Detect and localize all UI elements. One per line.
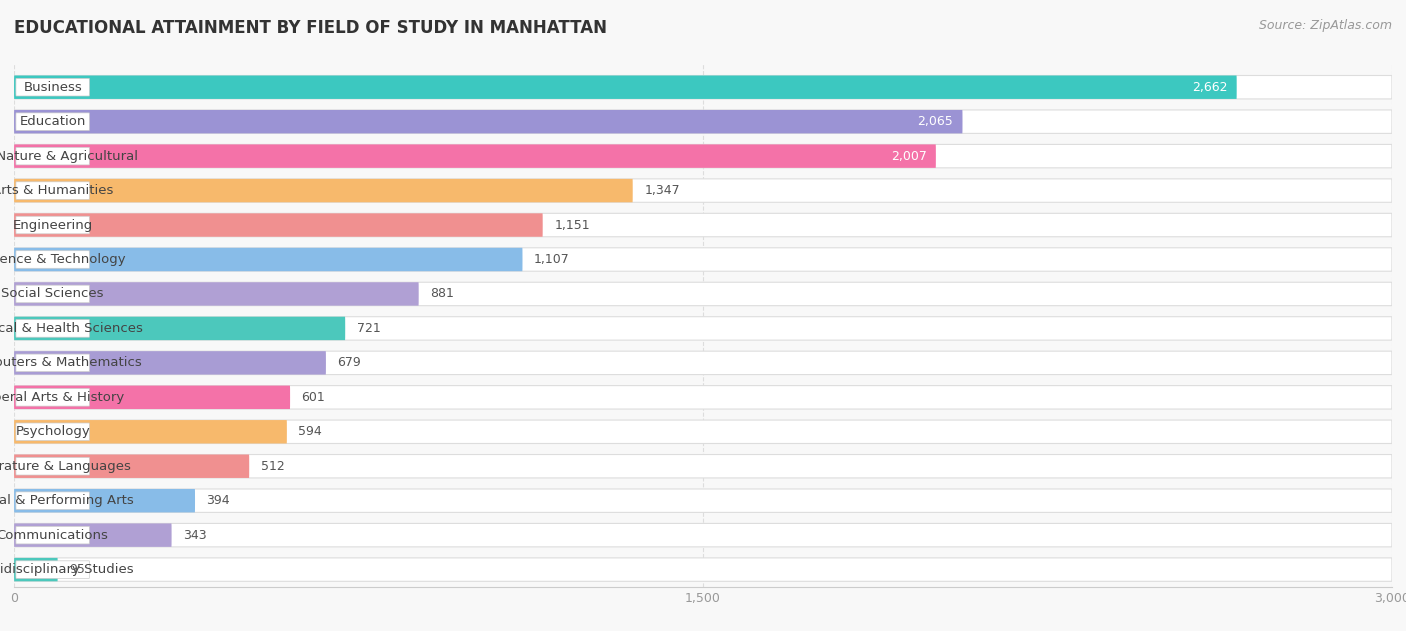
Text: 721: 721 bbox=[357, 322, 381, 335]
Text: Business: Business bbox=[24, 81, 82, 94]
FancyBboxPatch shape bbox=[15, 561, 90, 579]
FancyBboxPatch shape bbox=[14, 524, 1392, 547]
Text: Bio, Nature & Agricultural: Bio, Nature & Agricultural bbox=[0, 150, 138, 163]
FancyBboxPatch shape bbox=[14, 317, 1392, 340]
FancyBboxPatch shape bbox=[14, 179, 1392, 203]
FancyBboxPatch shape bbox=[14, 386, 290, 409]
FancyBboxPatch shape bbox=[15, 78, 90, 96]
FancyBboxPatch shape bbox=[14, 489, 195, 512]
FancyBboxPatch shape bbox=[14, 282, 1392, 305]
FancyBboxPatch shape bbox=[14, 386, 1392, 409]
Text: 95: 95 bbox=[69, 563, 84, 576]
Text: 2,007: 2,007 bbox=[891, 150, 927, 163]
Text: Source: ZipAtlas.com: Source: ZipAtlas.com bbox=[1258, 19, 1392, 32]
Text: 512: 512 bbox=[260, 460, 284, 473]
Text: Visual & Performing Arts: Visual & Performing Arts bbox=[0, 494, 134, 507]
FancyBboxPatch shape bbox=[15, 285, 90, 303]
FancyBboxPatch shape bbox=[15, 389, 90, 406]
FancyBboxPatch shape bbox=[14, 213, 1392, 237]
FancyBboxPatch shape bbox=[14, 248, 523, 271]
FancyBboxPatch shape bbox=[14, 110, 963, 133]
FancyBboxPatch shape bbox=[14, 76, 1392, 99]
Text: 394: 394 bbox=[207, 494, 231, 507]
FancyBboxPatch shape bbox=[15, 113, 90, 131]
Text: 1,107: 1,107 bbox=[534, 253, 569, 266]
FancyBboxPatch shape bbox=[14, 558, 58, 581]
FancyBboxPatch shape bbox=[14, 351, 326, 375]
Text: 2,065: 2,065 bbox=[918, 115, 953, 128]
Text: 881: 881 bbox=[430, 288, 454, 300]
Text: Education: Education bbox=[20, 115, 86, 128]
FancyBboxPatch shape bbox=[15, 354, 90, 372]
Text: 601: 601 bbox=[301, 391, 325, 404]
FancyBboxPatch shape bbox=[14, 144, 936, 168]
Text: Science & Technology: Science & Technology bbox=[0, 253, 125, 266]
Text: 343: 343 bbox=[183, 529, 207, 541]
FancyBboxPatch shape bbox=[15, 423, 90, 440]
Text: Computers & Mathematics: Computers & Mathematics bbox=[0, 357, 142, 369]
FancyBboxPatch shape bbox=[15, 457, 90, 475]
FancyBboxPatch shape bbox=[15, 492, 90, 509]
Text: Physical & Health Sciences: Physical & Health Sciences bbox=[0, 322, 142, 335]
FancyBboxPatch shape bbox=[15, 526, 90, 544]
Text: Multidisciplinary Studies: Multidisciplinary Studies bbox=[0, 563, 134, 576]
FancyBboxPatch shape bbox=[15, 216, 90, 234]
FancyBboxPatch shape bbox=[14, 524, 172, 547]
FancyBboxPatch shape bbox=[14, 317, 346, 340]
Text: EDUCATIONAL ATTAINMENT BY FIELD OF STUDY IN MANHATTAN: EDUCATIONAL ATTAINMENT BY FIELD OF STUDY… bbox=[14, 19, 607, 37]
FancyBboxPatch shape bbox=[14, 489, 1392, 512]
FancyBboxPatch shape bbox=[15, 320, 90, 337]
Text: 594: 594 bbox=[298, 425, 322, 439]
Text: Literature & Languages: Literature & Languages bbox=[0, 460, 131, 473]
Text: 1,347: 1,347 bbox=[644, 184, 681, 197]
Text: Communications: Communications bbox=[0, 529, 108, 541]
Text: 1,151: 1,151 bbox=[554, 218, 589, 232]
Text: Liberal Arts & History: Liberal Arts & History bbox=[0, 391, 124, 404]
FancyBboxPatch shape bbox=[14, 110, 1392, 133]
FancyBboxPatch shape bbox=[14, 248, 1392, 271]
FancyBboxPatch shape bbox=[15, 251, 90, 268]
FancyBboxPatch shape bbox=[14, 144, 1392, 168]
FancyBboxPatch shape bbox=[14, 351, 1392, 375]
Text: Social Sciences: Social Sciences bbox=[1, 288, 104, 300]
Text: 679: 679 bbox=[337, 357, 361, 369]
Text: Arts & Humanities: Arts & Humanities bbox=[0, 184, 114, 197]
FancyBboxPatch shape bbox=[14, 213, 543, 237]
FancyBboxPatch shape bbox=[14, 454, 1392, 478]
FancyBboxPatch shape bbox=[14, 454, 249, 478]
FancyBboxPatch shape bbox=[14, 420, 287, 444]
Text: 2,662: 2,662 bbox=[1192, 81, 1227, 94]
FancyBboxPatch shape bbox=[14, 76, 1237, 99]
FancyBboxPatch shape bbox=[14, 282, 419, 305]
Text: Engineering: Engineering bbox=[13, 218, 93, 232]
FancyBboxPatch shape bbox=[15, 148, 90, 165]
FancyBboxPatch shape bbox=[14, 420, 1392, 444]
Text: Psychology: Psychology bbox=[15, 425, 90, 439]
FancyBboxPatch shape bbox=[15, 182, 90, 199]
FancyBboxPatch shape bbox=[14, 558, 1392, 581]
FancyBboxPatch shape bbox=[14, 179, 633, 203]
